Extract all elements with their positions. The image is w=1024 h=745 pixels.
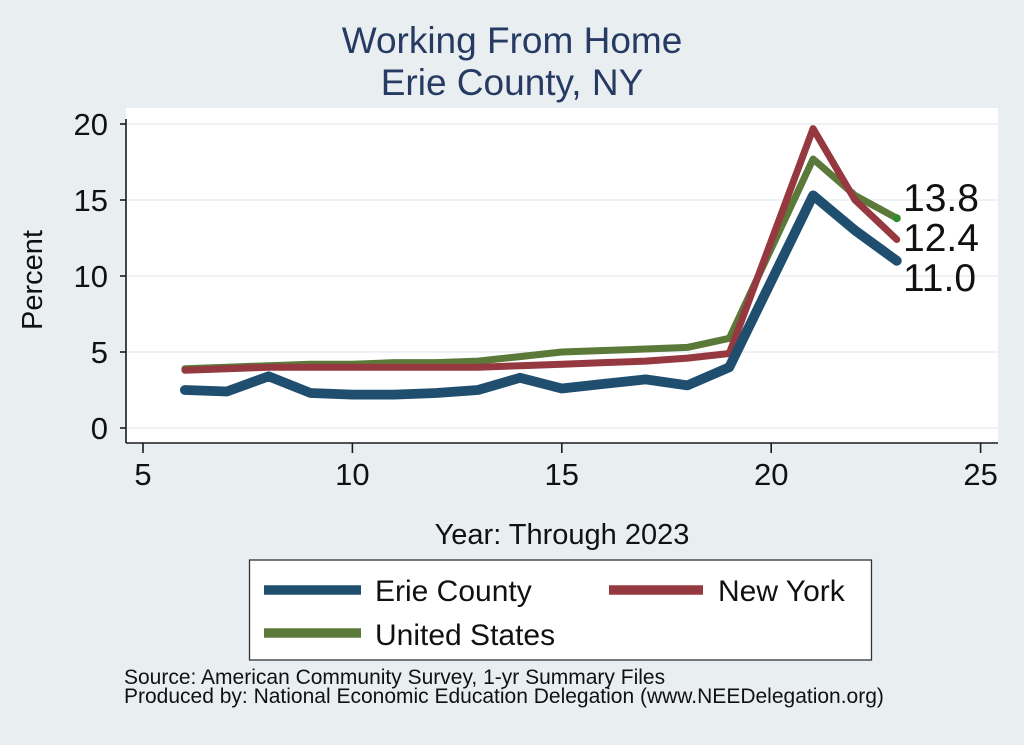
- svg-text:0: 0: [91, 411, 108, 446]
- svg-text:New York: New York: [718, 575, 846, 608]
- svg-text:25: 25: [963, 457, 997, 492]
- svg-text:15: 15: [545, 457, 579, 492]
- svg-text:United States: United States: [375, 619, 555, 652]
- svg-text:15: 15: [74, 183, 108, 218]
- svg-text:5: 5: [134, 457, 151, 492]
- svg-text:13.8: 13.8: [903, 177, 979, 220]
- svg-text:Produced by: National Economic: Produced by: National Economic Education…: [124, 685, 884, 708]
- svg-text:Erie County: Erie County: [375, 575, 532, 608]
- svg-text:12.4: 12.4: [903, 217, 979, 260]
- svg-text:5: 5: [91, 335, 108, 370]
- svg-text:10: 10: [335, 457, 369, 492]
- svg-text:Year: Through 2023: Year: Through 2023: [435, 519, 690, 551]
- svg-text:Percent: Percent: [17, 230, 49, 330]
- svg-text:10: 10: [74, 259, 108, 294]
- svg-text:20: 20: [74, 107, 108, 142]
- svg-text:11.0: 11.0: [903, 257, 976, 300]
- svg-text:20: 20: [754, 457, 788, 492]
